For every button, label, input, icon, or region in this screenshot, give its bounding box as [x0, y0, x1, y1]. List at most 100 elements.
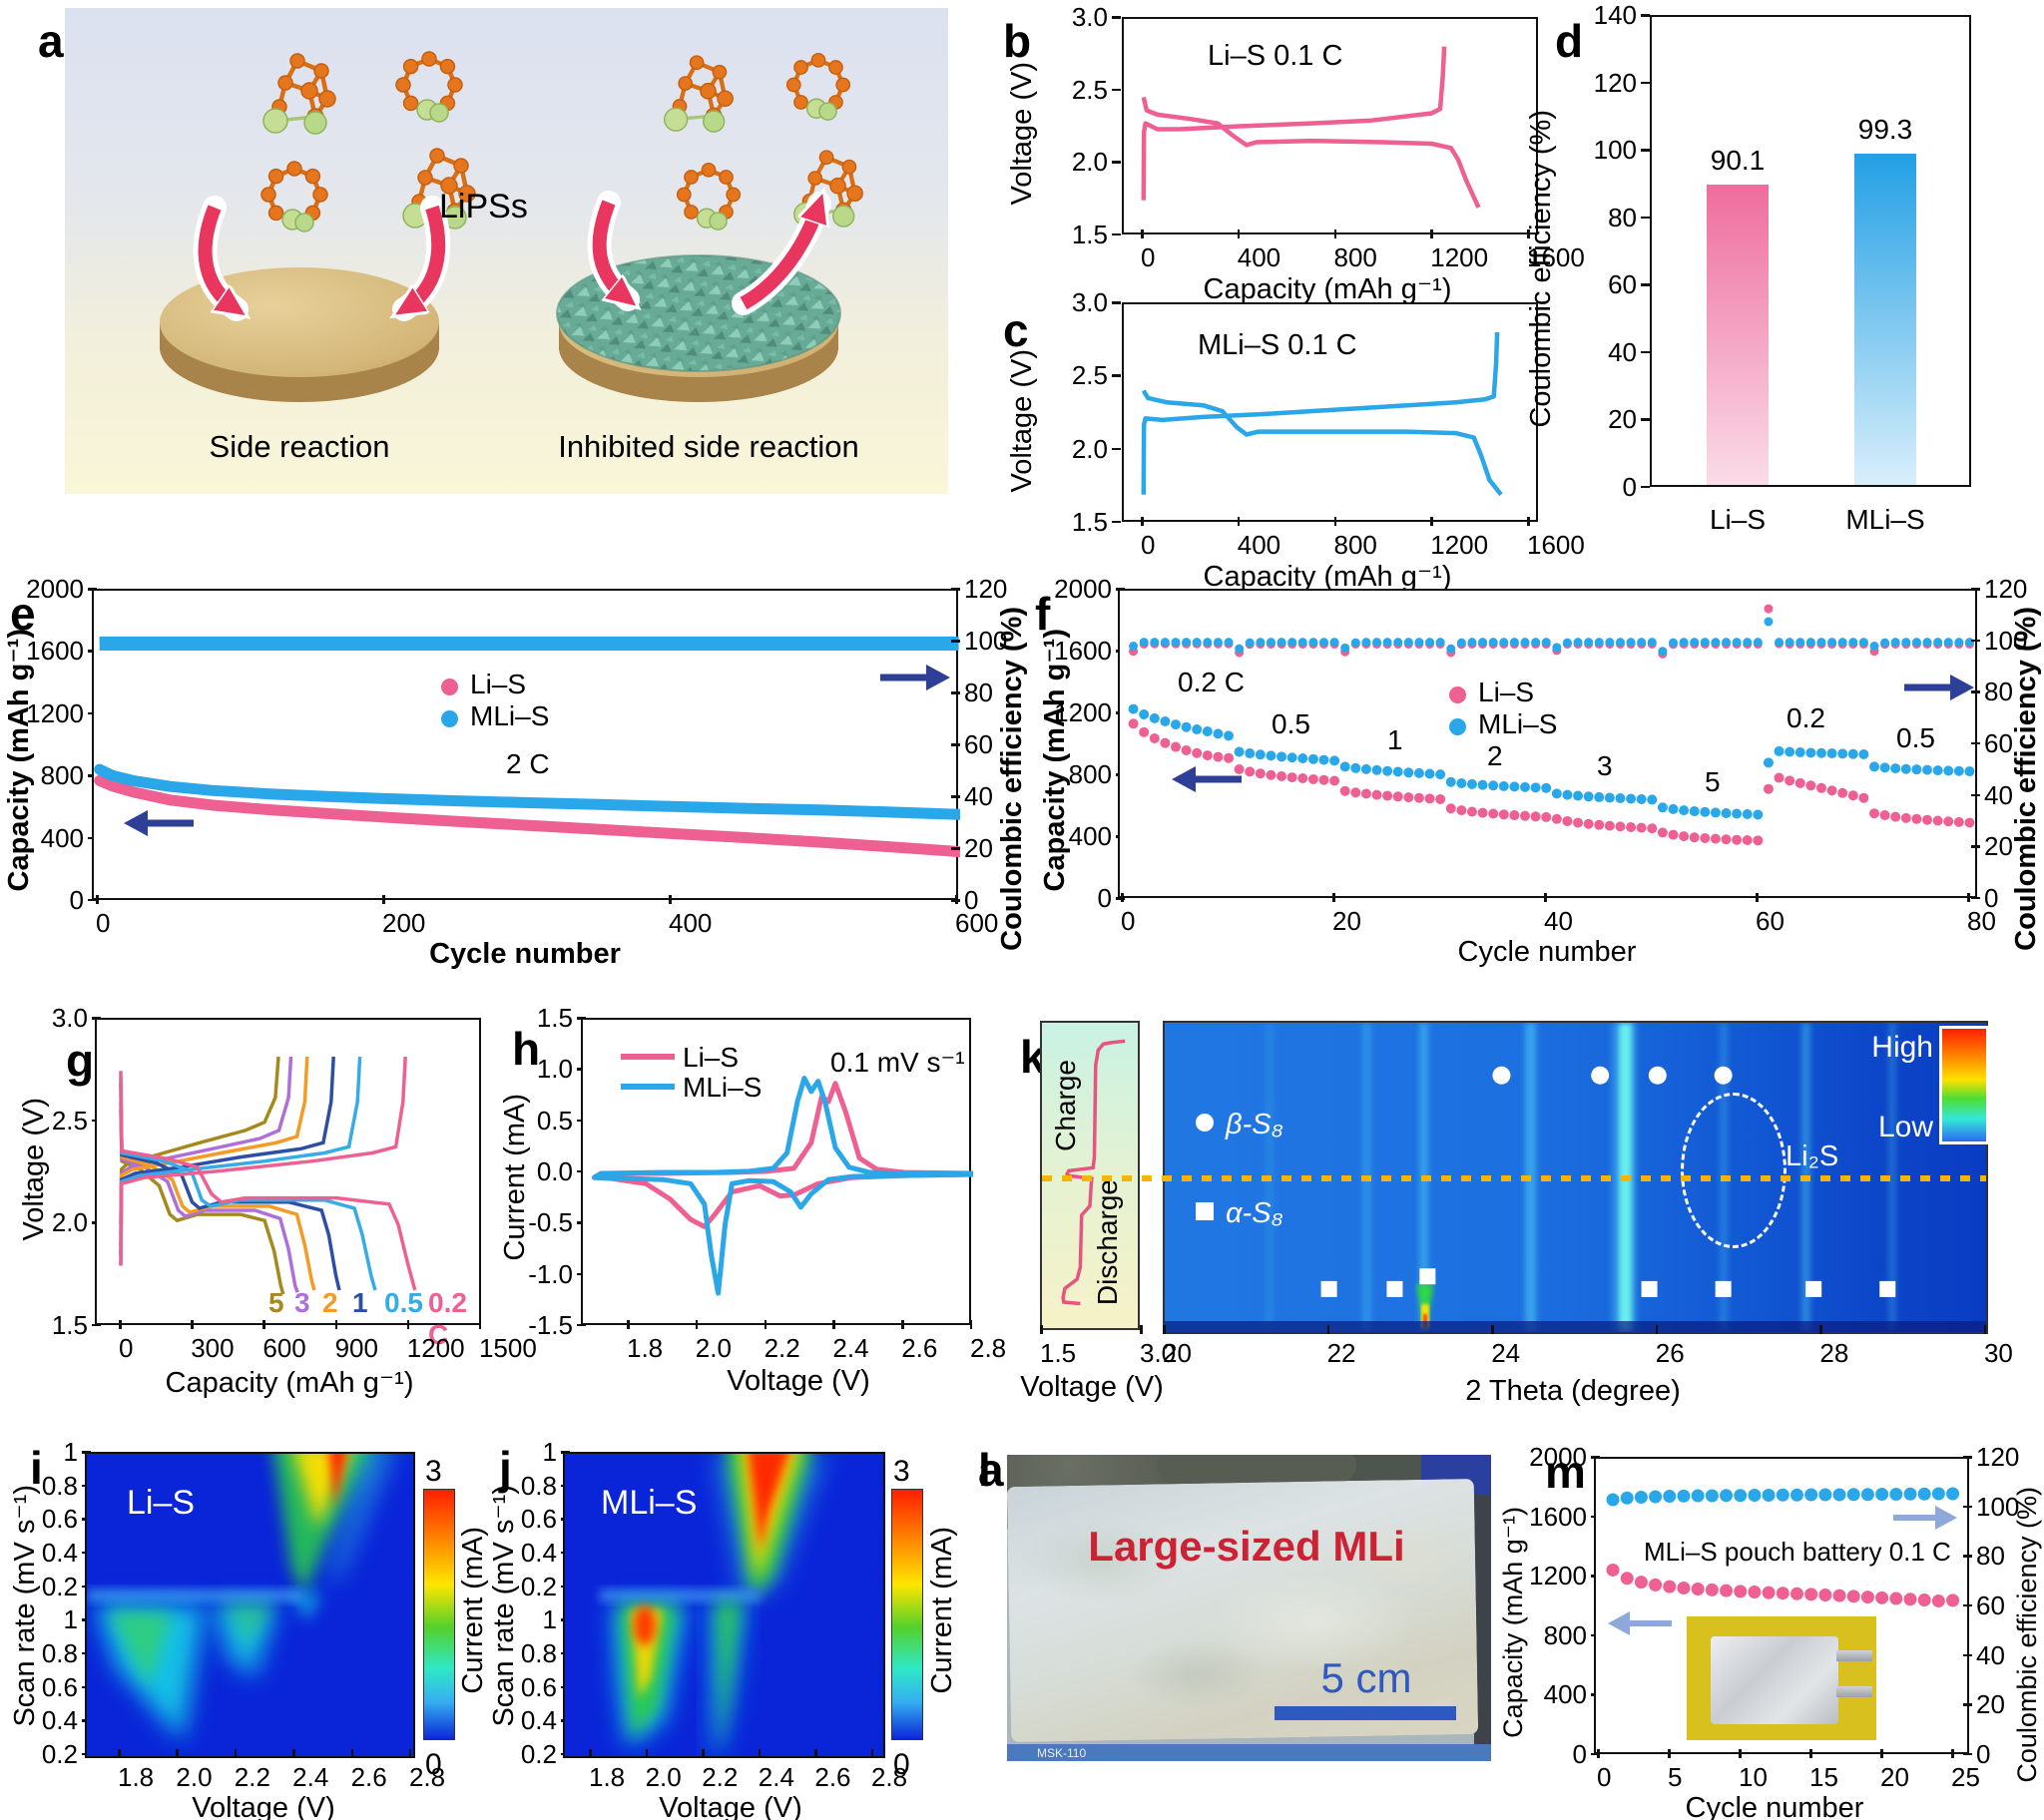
m-yticks-right: 120 100 80 60 40 20 0	[1962, 1442, 2020, 1769]
c-title: MLi–S 0.1 C	[1198, 329, 1357, 361]
bar-mli-s	[1854, 154, 1916, 485]
panel-label-g: g	[66, 1035, 95, 1087]
b-ylabel: Voltage (V)	[1006, 62, 1038, 206]
g-rate-02: 0.2 C	[428, 1287, 467, 1350]
f-legend-mli: MLi–S	[1449, 708, 1557, 740]
k-strip-xlabel: Voltage (V)	[1020, 1371, 1164, 1403]
d-cat-mli: MLi–S	[1845, 504, 1925, 535]
beta-legend-label: β-S₈	[1226, 1109, 1283, 1140]
left-arrow-icon	[1172, 766, 1242, 792]
left-arrow-icon	[124, 810, 194, 836]
k-strip-xticks: 1.5 3.0	[1040, 1325, 1177, 1368]
e-plot: Li–S MLi–S 2 C	[92, 589, 960, 900]
alpha-s8-markers	[1320, 1268, 1896, 1297]
h-legend-mli: MLi–S	[683, 1072, 763, 1103]
panel-label-h: h	[512, 1023, 541, 1075]
panel-label-m: m	[1545, 1446, 1586, 1498]
machine-label: MSK-110	[1037, 1746, 1087, 1760]
h-legend-line-blue	[621, 1084, 675, 1090]
i-xlabel: Voltage (V)	[192, 1792, 335, 1820]
e-yticks-right: 120 100 80 60 40 20 0	[950, 574, 1008, 915]
m-annotation: MLi–S pouch battery 0.1 C	[1644, 1537, 1951, 1567]
f-rate-0: 0.2 C	[1178, 667, 1245, 697]
d-cat-li: Li–S	[1709, 504, 1767, 535]
panel-label-b: b	[1003, 15, 1032, 67]
j-colorbar-min: 0	[893, 1748, 910, 1781]
h-scanrate-annotation: 0.1 mV s⁻¹	[830, 1047, 965, 1078]
e-capacity	[94, 763, 960, 857]
panel-label-l2: ml	[978, 1444, 991, 1496]
j-yticks: 1 0.8 0.6 0.4 0.2 1 0.8 0.6 0.4 0.2	[520, 1437, 571, 1769]
e-legend-mli: MLi–S	[441, 700, 549, 732]
m-ce	[1606, 1487, 1960, 1507]
panel-label-l: a	[978, 1444, 1004, 1496]
pouch-tab-2	[1836, 1686, 1872, 1697]
bar-value-li: 90.1	[1710, 145, 1766, 176]
panel-label-i: i	[30, 1442, 43, 1494]
g-yticks: 3.0 2.5 2.0 1.5	[51, 1003, 102, 1340]
i-heatmap-art	[87, 1454, 413, 1756]
g-curves	[119, 1056, 417, 1295]
i-colorbar-min: 0	[425, 1748, 442, 1781]
m-inset-photo	[1687, 1616, 1876, 1740]
photo-right-edge	[1474, 1495, 1491, 1749]
h-yticks: 1.5 1.0 0.5 0.0 -0.5 -1.0 -1.5	[528, 1003, 587, 1340]
beta-legend-circle-icon	[1196, 1114, 1214, 1132]
l-scale-text: 5 cm	[1320, 1654, 1412, 1701]
f-yticks-left: 2000 1600 1200 800 400 0	[1054, 574, 1126, 913]
h-xticks: 1.8 2.0 2.2 2.4 2.6 2.8	[627, 1320, 1007, 1363]
left-arrow-icon	[1608, 1611, 1672, 1635]
k-colorbar	[1939, 1026, 1989, 1144]
bar-value-mli: 99.3	[1857, 114, 1913, 145]
m-yticks-left: 2000 1600 1200 800 400 0	[1529, 1442, 1601, 1769]
k-dotted-line	[1042, 1175, 1986, 1181]
k-colorbar-high: High	[1871, 1031, 1933, 1064]
f-rate-1: 0.5	[1272, 708, 1310, 739]
h-cv-curves	[591, 1076, 973, 1296]
f-ce	[1129, 604, 1974, 659]
i-xticks: 1.8 2.0 2.2 2.4 2.6 2.8	[118, 1749, 446, 1792]
k-discharge-label: Discharge	[1092, 1179, 1123, 1306]
e-xlabel: Cycle number	[429, 938, 621, 970]
f-yticks-right: 120 100 80 60 40 20 0	[1970, 574, 2028, 913]
j-heatmap-art	[565, 1454, 883, 1756]
m-xlabel: Cycle number	[1685, 1792, 1864, 1820]
alpha-legend-label: α-S₈	[1226, 1197, 1283, 1229]
g-xlabel: Capacity (mAh g⁻¹)	[165, 1367, 414, 1399]
k-colorbar-low: Low	[1877, 1111, 1933, 1143]
f-rate-3: 2	[1487, 740, 1503, 771]
j-xticks: 1.8 2.0 2.2 2.4 2.6 2.8	[589, 1749, 908, 1792]
m-ylabel-right: Coulombic efficiency (%)	[2012, 1487, 2042, 1783]
s8-ring-icon	[396, 52, 462, 122]
l-photo: Large-sized MLi 5 cm MSK-110	[1007, 1455, 1491, 1761]
m-capacity	[1606, 1563, 1960, 1607]
g-rate-2: 2	[322, 1287, 338, 1318]
j-xlabel: Voltage (V)	[659, 1792, 802, 1820]
c-plot	[1122, 302, 1538, 522]
f-rate-5: 5	[1705, 766, 1721, 797]
b-curves	[1141, 46, 1481, 209]
c-xticks: 0 400 800 1200 1600	[1141, 517, 1585, 560]
g-rate-3: 3	[294, 1287, 310, 1318]
reaction-arrows	[193, 203, 831, 321]
pouch-cell	[1711, 1636, 1838, 1724]
i-colorbar-label: Current (mA)	[457, 1527, 489, 1694]
beta-s8-markers	[1492, 1066, 1733, 1085]
j-title: MLi–S	[601, 1484, 698, 1522]
photo-machine-strip	[1007, 1744, 1491, 1761]
g-rate-1: 1	[352, 1287, 368, 1318]
c-xlabel: Capacity (mAh g⁻¹)	[1203, 561, 1452, 593]
k-xrd-map: β-S₈ α-S₈ Li₂S High Low	[1042, 1021, 1989, 1334]
right-arrow-icon	[1904, 675, 1974, 700]
j-colorbar-label: Current (mA)	[926, 1527, 958, 1694]
h-xlabel: Voltage (V)	[727, 1365, 870, 1397]
k-voltage-curve	[1061, 1039, 1126, 1306]
b-xticks: 0 400 800 1200 1600	[1141, 229, 1585, 272]
li2s-label: Li₂S	[1786, 1140, 1839, 1172]
schematic-panel	[65, 8, 948, 494]
side-reaction-caption: Side reaction	[209, 429, 390, 464]
e-yticks-left: 2000 1600 1200 800 400 0	[26, 574, 98, 915]
i-heatmap: Li–S	[85, 1452, 415, 1758]
j-heatmap: MLi–S	[563, 1452, 885, 1758]
